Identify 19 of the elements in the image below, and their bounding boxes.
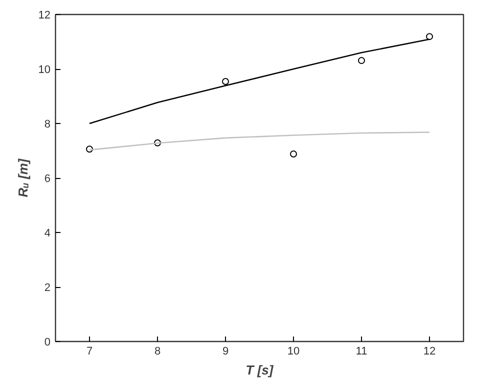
point — [222, 78, 229, 86]
point — [290, 150, 297, 158]
point — [426, 33, 433, 40]
x-tick-label: 9 — [222, 346, 229, 358]
y-tick-label: 2 — [44, 282, 51, 294]
y-tick-label: 6 — [44, 173, 51, 185]
y-tick-label: 4 — [44, 228, 51, 240]
y-tick-label: 0 — [44, 336, 51, 348]
point — [358, 57, 365, 64]
x-tick-label: 7 — [86, 346, 93, 358]
y-tick-label: 8 — [44, 118, 51, 130]
y-axis-title: Rᵤ [m] — [15, 158, 30, 198]
x-tick-label: 10 — [287, 346, 300, 358]
x-tick-label: 8 — [154, 346, 161, 358]
y-tick-label: 10 — [38, 64, 51, 76]
x-tick-label: 11 — [356, 346, 368, 358]
x-tick-label: 12 — [423, 346, 436, 358]
x-axis-title: T [s] — [246, 362, 274, 378]
y-tick-label: 12 — [38, 10, 51, 22]
